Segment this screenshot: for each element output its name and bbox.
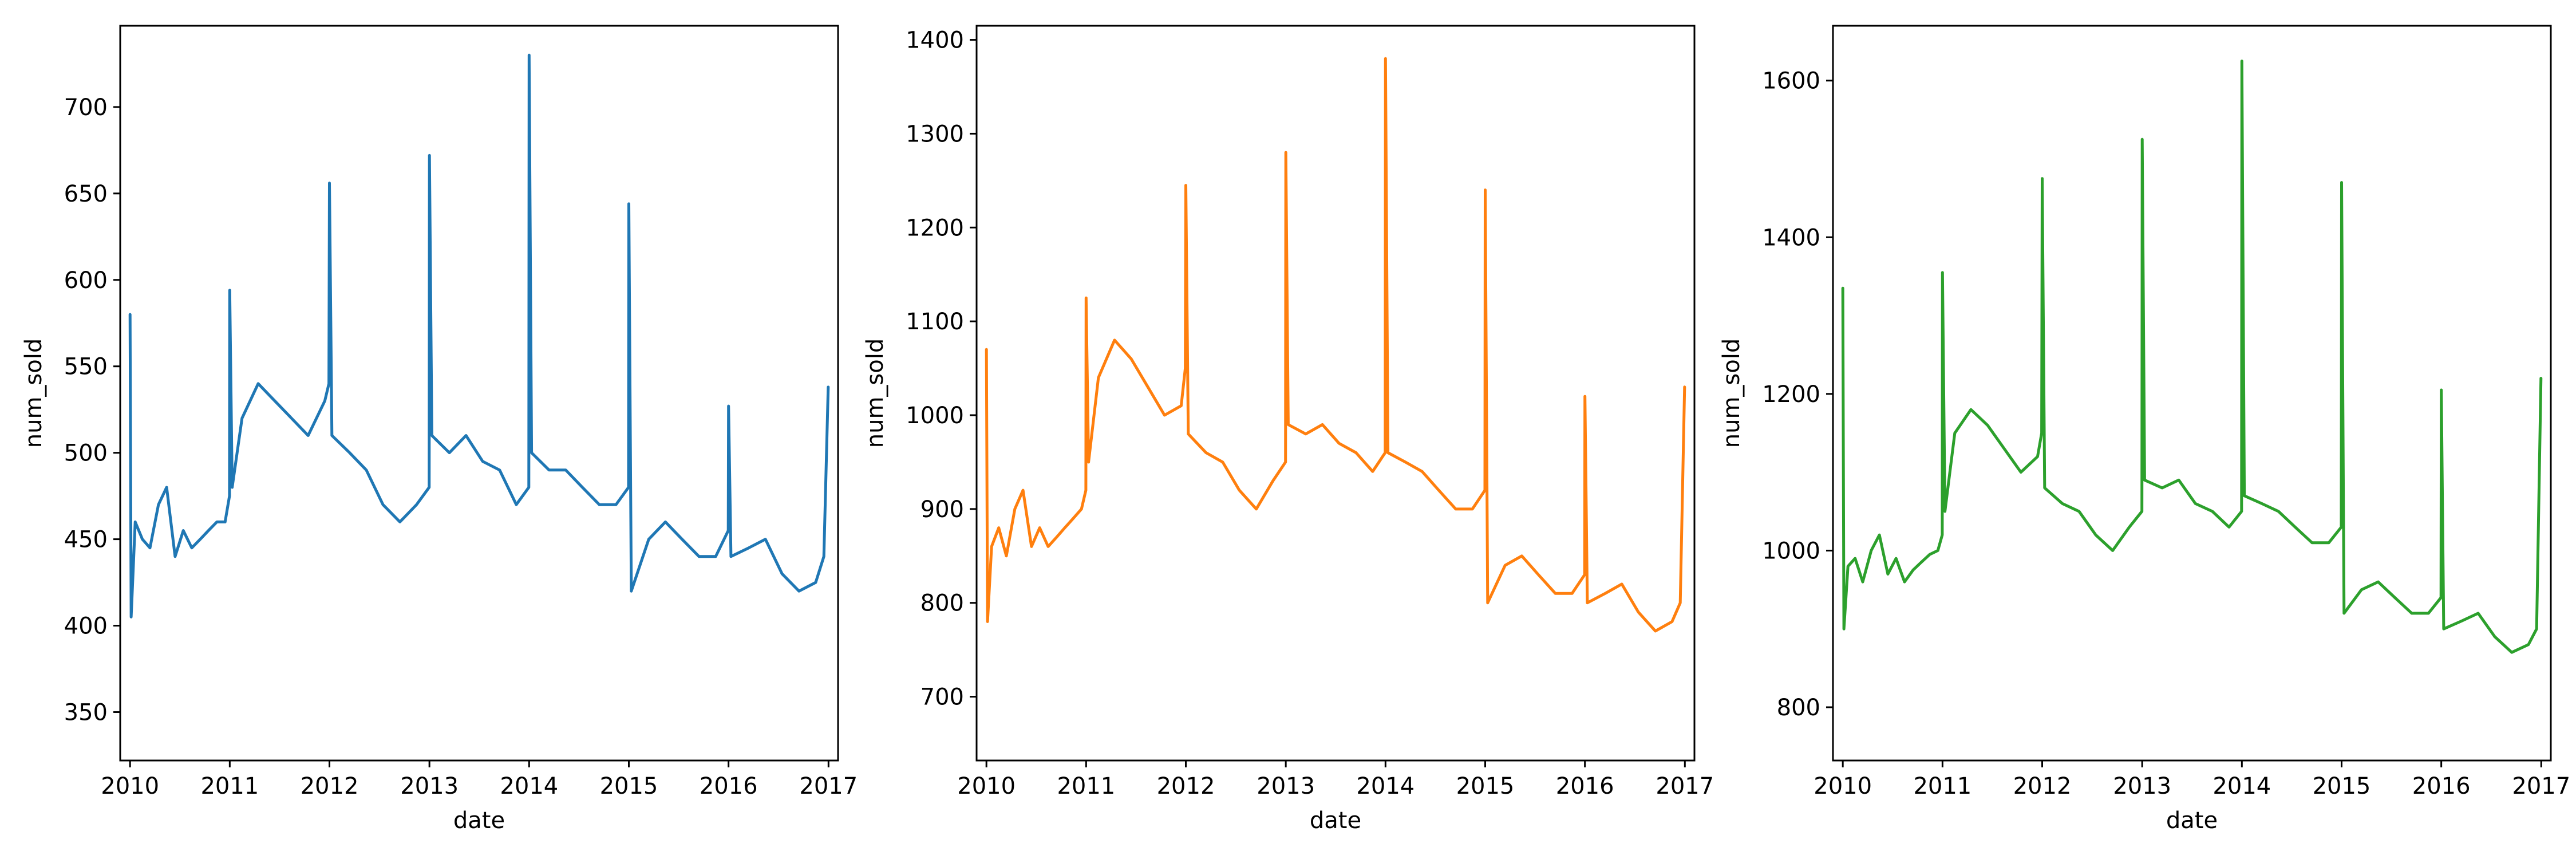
y-tick-label: 900: [920, 497, 964, 523]
y-tick-label: 650: [64, 181, 108, 207]
x-tick-label: 2010: [957, 773, 1016, 799]
x-tick-label: 2012: [301, 773, 359, 799]
x-tick-label: 2017: [799, 773, 858, 799]
y-tick-label: 1400: [906, 27, 964, 54]
y-axis-label: num_sold: [21, 338, 47, 448]
x-tick-label: 2016: [2412, 773, 2471, 799]
x-tick-label: 2012: [2013, 773, 2072, 799]
y-tick-label: 1600: [1762, 68, 1820, 94]
y-tick-label: 1100: [906, 309, 964, 335]
y-tick-label: 600: [64, 267, 108, 294]
y-tick-label: 400: [64, 613, 108, 640]
axes-frame: [1832, 25, 2552, 762]
x-tick-label: 2017: [1656, 773, 1714, 799]
y-tick-label: 800: [1777, 695, 1820, 721]
x-tick-label: 2014: [1356, 773, 1415, 799]
axes-frame: [119, 25, 839, 762]
series-line-1-1: [128, 53, 830, 618]
y-tick-label: 500: [64, 440, 108, 467]
axes-frame: [975, 25, 1696, 762]
series-line-2-1: [985, 57, 1686, 633]
y-tick-label: 700: [920, 684, 964, 711]
x-tick-label: 2016: [700, 773, 758, 799]
x-tick-label: 2015: [1456, 773, 1515, 799]
x-tick-label: 2013: [2113, 773, 2171, 799]
y-axis-label: num_sold: [1718, 338, 1745, 448]
y-tick-label: 700: [64, 94, 108, 121]
x-tick-label: 2011: [1057, 773, 1115, 799]
x-tick-label: 2011: [1913, 773, 1971, 799]
x-axis-label: date: [1310, 807, 1361, 834]
x-tick-label: 2014: [2212, 773, 2271, 799]
y-tick-label: 350: [64, 699, 108, 726]
y-tick-label: 1000: [1762, 538, 1820, 564]
y-tick-label: 450: [64, 527, 108, 553]
x-tick-label: 2012: [1157, 773, 1215, 799]
chart-panel-2: 2010 2011 2012 2013 2014 2015 2016 2017 700 800 90…: [862, 25, 1714, 834]
x-tick-label: 2015: [2313, 773, 2371, 799]
x-tick-label: 2016: [1556, 773, 1614, 799]
y-tick-label: 1400: [1762, 224, 1820, 251]
y-tick-label: 1000: [906, 403, 964, 429]
y-tick-label: 800: [920, 590, 964, 617]
chart-panel-1: 2010 2011 2012 2013 2014 2015 2016 2017 350 400 45…: [21, 25, 858, 834]
series-line-3-1: [1841, 60, 2543, 654]
y-tick-label: 1200: [906, 215, 964, 241]
x-tick-label: 2011: [200, 773, 259, 799]
y-axis-label: num_sold: [862, 338, 888, 448]
x-axis-label: date: [2166, 807, 2218, 834]
x-tick-label: 2017: [2512, 773, 2570, 799]
x-tick-label: 2010: [101, 773, 159, 799]
x-tick-label: 2014: [500, 773, 558, 799]
chart-panel-3: 2010 2011 2012 2013 2014 2015 2016 2017 800 1000 1…: [1718, 25, 2570, 834]
x-tick-label: 2013: [1257, 773, 1315, 799]
x-axis-label: date: [453, 807, 505, 834]
y-tick-label: 1200: [1762, 381, 1820, 408]
y-tick-label: 1300: [906, 121, 964, 147]
x-tick-label: 2015: [600, 773, 658, 799]
x-tick-label: 2013: [400, 773, 459, 799]
x-tick-label: 2010: [1814, 773, 1872, 799]
y-tick-label: 550: [64, 354, 108, 380]
